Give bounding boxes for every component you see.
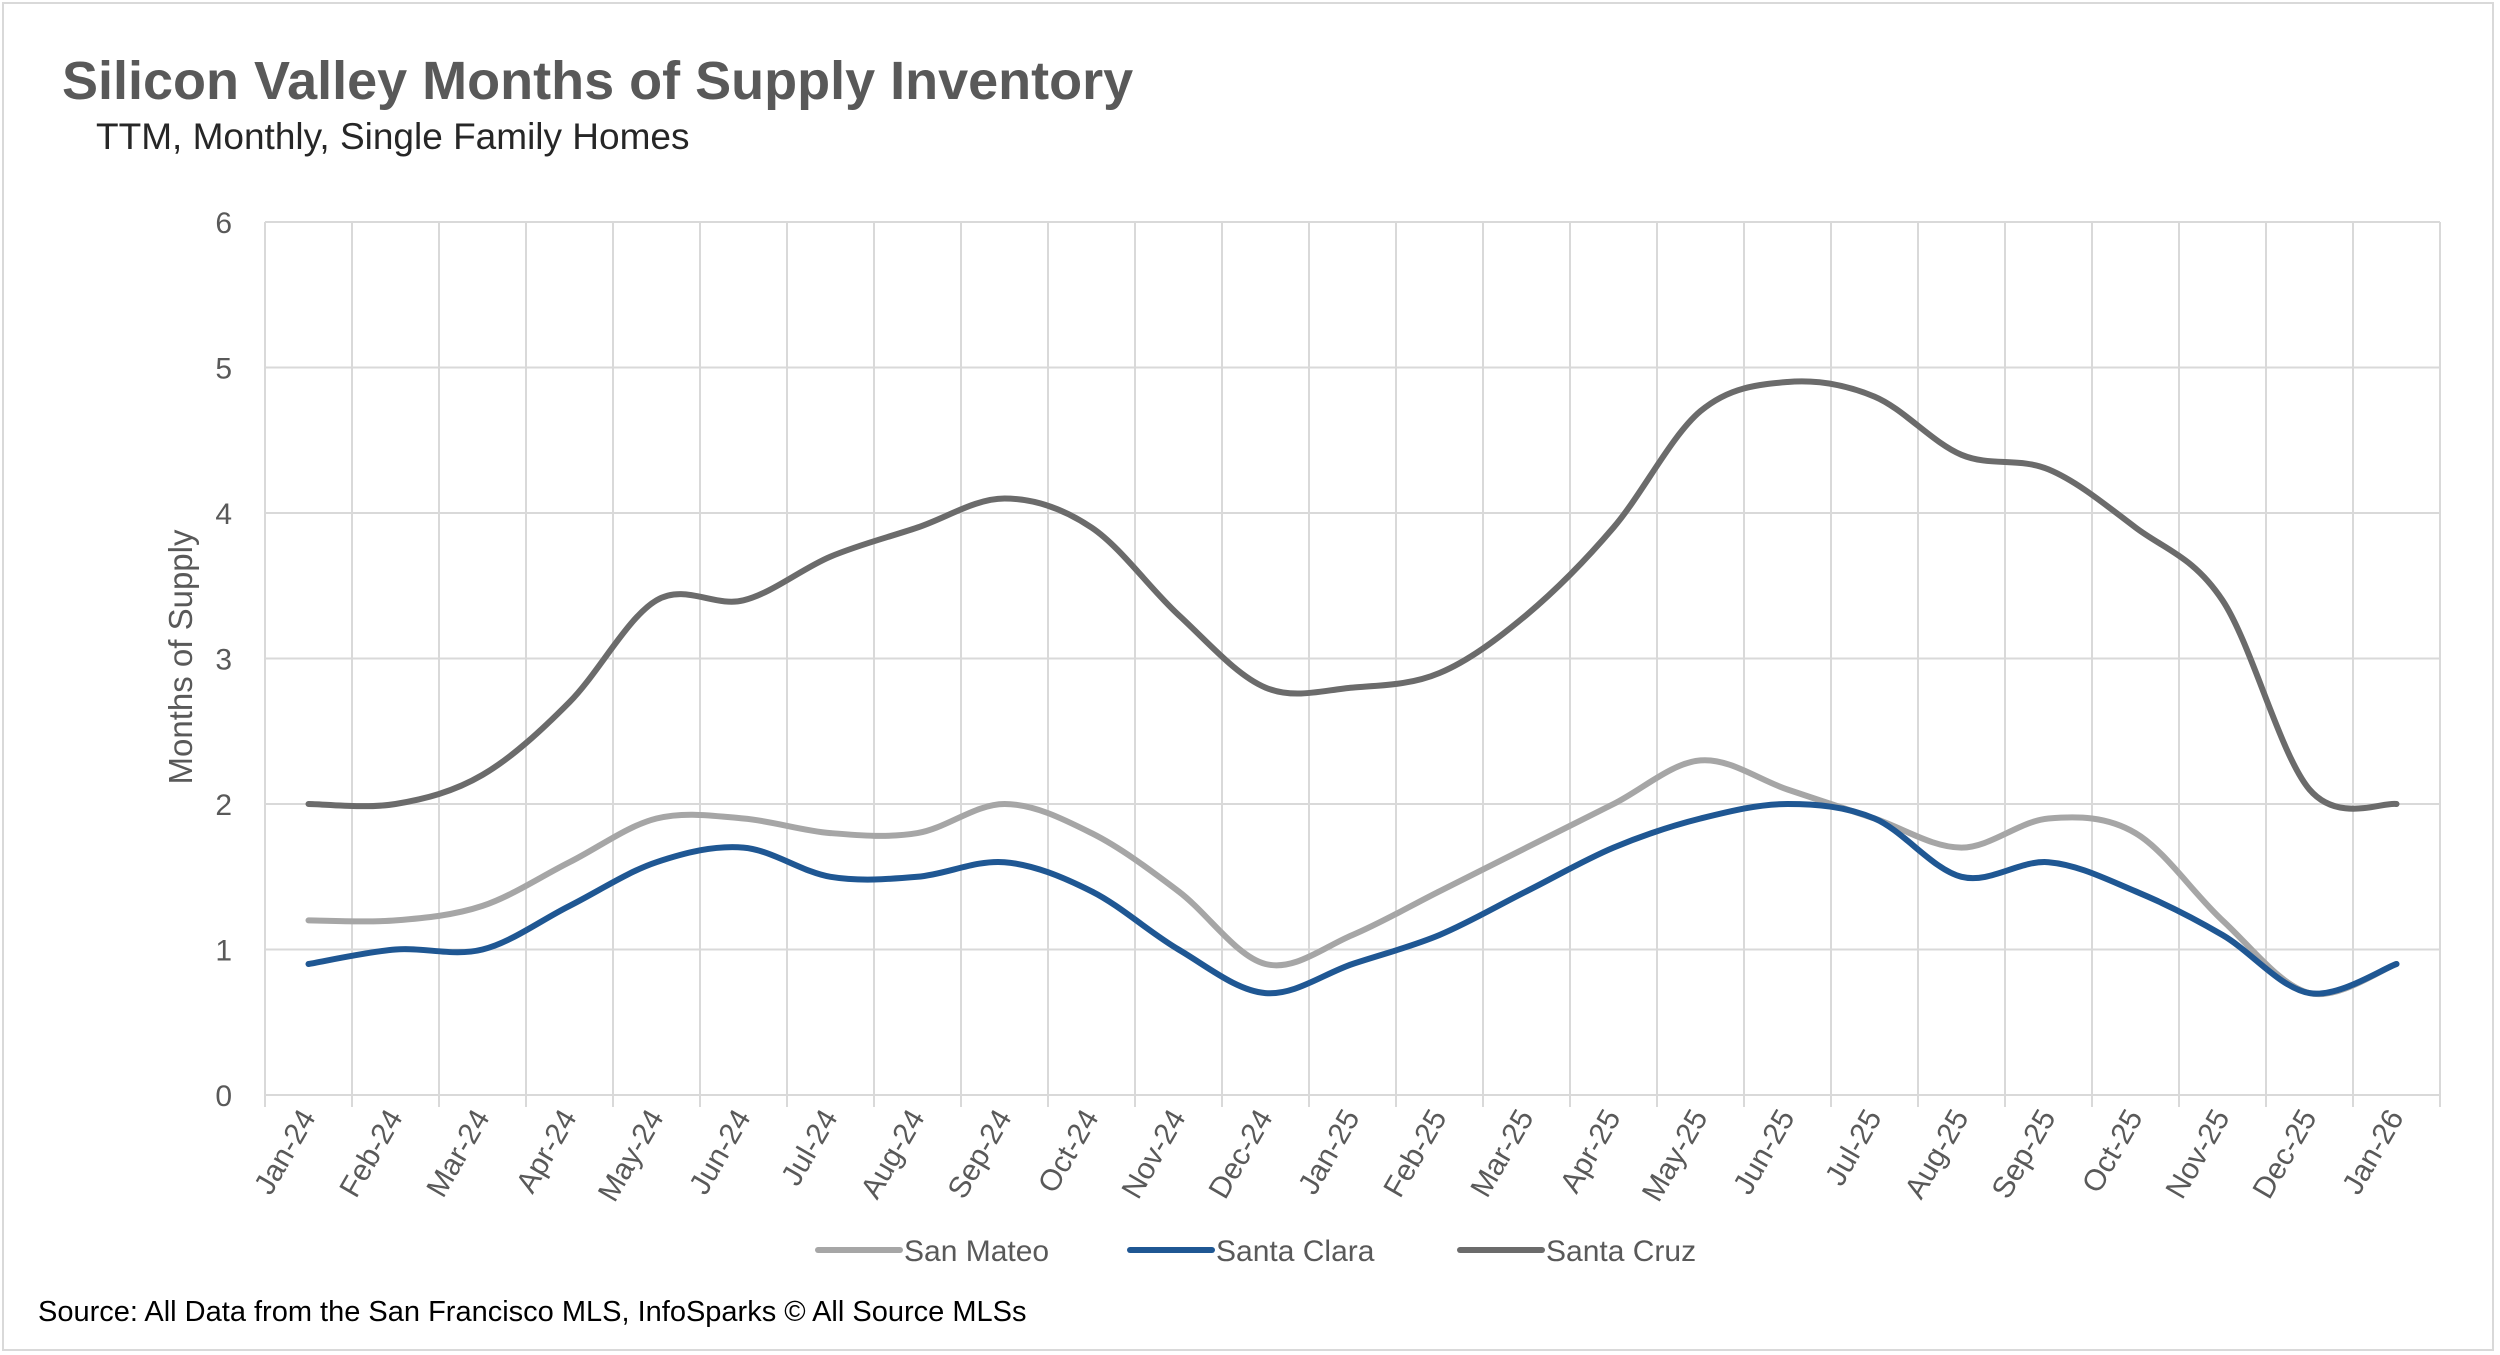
x-tick-label: Apr-24 [510, 1104, 584, 1198]
series-line-san-mateo [305, 757, 2400, 998]
x-tick-label: Nov-24 [1116, 1104, 1193, 1204]
chart-title: Silicon Valley Months of Supply Inventor… [62, 51, 1134, 111]
legend: San Mateo Santa Clara Santa Cruz [815, 1235, 1696, 1268]
x-tick-label: Jan-26 [2336, 1104, 2410, 1200]
x-tick-label: Jan-25 [1292, 1104, 1366, 1200]
x-tick-label: Mar-25 [1464, 1104, 1540, 1203]
x-tick-label: Apr-25 [1554, 1104, 1628, 1198]
x-tick-label: Aug-24 [855, 1104, 932, 1204]
y-tick-label: 6 [215, 207, 232, 240]
x-tick-label: Jul-24 [775, 1104, 844, 1191]
gridlines [264, 221, 2441, 1107]
series-lines [305, 378, 2400, 998]
y-tick-label: 1 [215, 935, 232, 968]
x-tick-labels: Jan-24 Feb-24 Mar-24 Apr-24 May-24 Jun-24 Jul-… [248, 1104, 2410, 1207]
y-tick-labels: 0 1 2 3 4 5 6 [215, 207, 232, 1113]
x-tick-label: Jun-25 [1727, 1104, 1801, 1200]
x-tick-label: Dec-25 [2247, 1104, 2324, 1204]
x-tick-label: May-25 [1636, 1104, 1715, 1207]
x-tick-label: May-24 [592, 1104, 671, 1207]
y-tick-label: 3 [215, 644, 232, 677]
x-tick-label: Aug-25 [1899, 1104, 1976, 1204]
y-tick-label: 2 [215, 789, 232, 822]
x-tick-label: Sep-25 [1986, 1104, 2063, 1204]
legend-item-san-mateo: San Mateo [815, 1235, 1049, 1268]
series-line-santa-clara [305, 801, 2400, 997]
x-tick-label: Jan-24 [248, 1104, 322, 1200]
x-tick-label: Oct-25 [2076, 1104, 2150, 1198]
legend-item-santa-cruz: Santa Cruz [1457, 1235, 1696, 1268]
legend-label: Santa Clara [1216, 1235, 1375, 1268]
legend-label: Santa Cruz [1546, 1235, 1696, 1268]
y-axis-title: Months of Supply [162, 529, 199, 784]
series-line-santa-cruz [305, 378, 2400, 812]
x-tick-label: Dec-24 [1203, 1104, 1280, 1204]
chart-subtitle: TTM, Monthly, Single Family Homes [96, 116, 690, 157]
x-tick-label: Oct-24 [1032, 1104, 1106, 1198]
x-tick-label: Feb-24 [333, 1104, 409, 1203]
y-tick-label: 4 [215, 498, 232, 531]
x-tick-label: Nov-25 [2160, 1104, 2237, 1204]
source-note: Source: All Data from the San Francisco … [38, 1296, 1027, 1328]
y-tick-label: 5 [215, 353, 232, 386]
x-tick-label: Jun-24 [683, 1104, 757, 1200]
legend-label: San Mateo [904, 1235, 1049, 1268]
legend-item-santa-clara: Santa Clara [1127, 1235, 1375, 1268]
x-tick-label: Sep-24 [942, 1104, 1019, 1204]
x-tick-label: Jul-25 [1819, 1104, 1888, 1191]
y-tick-label: 0 [215, 1080, 232, 1113]
x-tick-label: Feb-25 [1377, 1104, 1453, 1203]
x-tick-label: Mar-24 [420, 1104, 496, 1203]
